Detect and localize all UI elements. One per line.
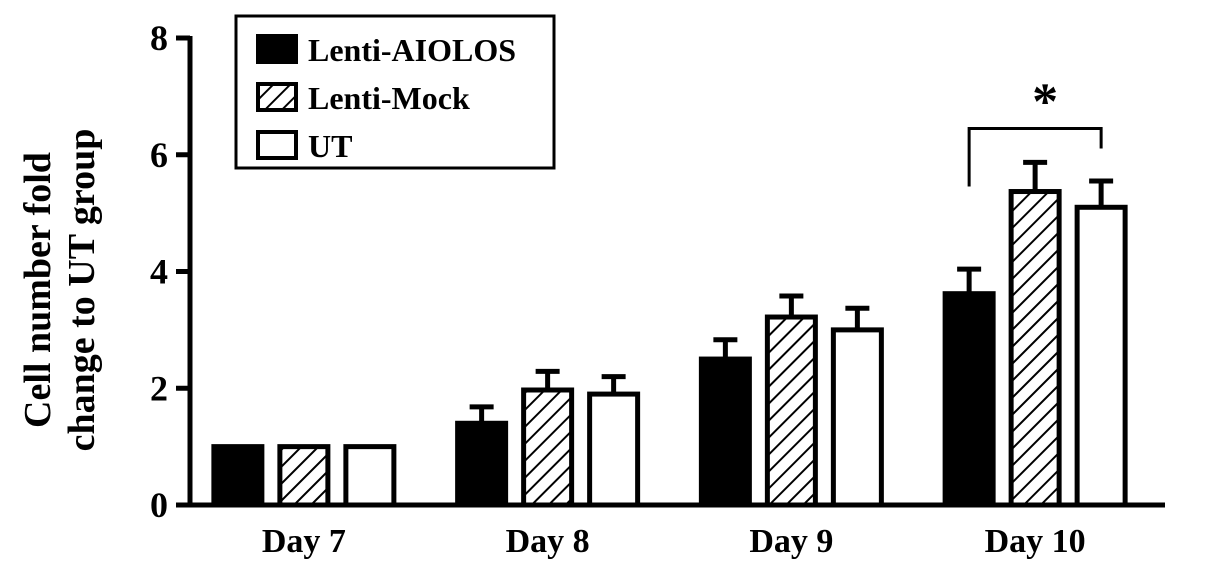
legend-label: UT — [308, 128, 352, 164]
y-tick-label: 2 — [150, 368, 168, 408]
y-axis: 0 2 4 6 8 — [150, 18, 193, 525]
bar-lenti-aiolos-day-10 — [942, 291, 996, 508]
bar-lenti-mock-day-8 — [521, 387, 575, 508]
y-tick-label: 8 — [150, 18, 168, 58]
bar-lenti-mock-day-9 — [764, 314, 818, 508]
x-tick-label: Day 10 — [985, 523, 1086, 560]
bar-lenti-mock-day-7 — [277, 444, 331, 508]
significance-star: * — [1032, 73, 1058, 130]
bar-lenti-aiolos-day-8 — [455, 420, 509, 508]
bar-ut-day-10 — [1074, 204, 1128, 508]
legend-label: Lenti-AIOLOS — [308, 32, 516, 68]
x-tick-label: Day 8 — [506, 523, 590, 560]
significance-annotation: * — [967, 73, 1103, 187]
y-axis-title-line-1: Cell number fold — [17, 152, 59, 428]
y-tick-label: 0 — [150, 485, 168, 525]
bar-ut-day-9 — [830, 327, 884, 508]
legend-swatch-lenti-aiolos — [256, 34, 298, 64]
y-axis-title-line-2: change to UT group — [61, 129, 103, 452]
y-axis-title: Cell number fold change to UT group — [17, 129, 103, 452]
bar-lenti-aiolos-day-9 — [698, 356, 752, 508]
x-axis: Day 7 Day 8 Day 9 Day 10 — [190, 502, 1165, 560]
legend-swatch-ut — [256, 130, 298, 160]
significance-bracket — [967, 126, 1103, 187]
y-tick-label: 6 — [150, 135, 168, 175]
bar-ut-day-7 — [343, 444, 397, 508]
bar-lenti-aiolos-day-7 — [211, 444, 265, 508]
bars — [211, 159, 1128, 508]
y-tick-label: 4 — [150, 252, 168, 292]
x-tick-label: Day 7 — [262, 523, 346, 560]
legend-label: Lenti-Mock — [308, 80, 470, 116]
legend-swatch-lenti-mock — [256, 82, 298, 112]
bar-lenti-mock-day-10 — [1008, 189, 1062, 508]
x-tick-label: Day 9 — [749, 523, 833, 560]
bar-ut-day-8 — [587, 391, 641, 508]
legend: Lenti-AIOLOS Lenti-Mock UT — [234, 14, 556, 170]
